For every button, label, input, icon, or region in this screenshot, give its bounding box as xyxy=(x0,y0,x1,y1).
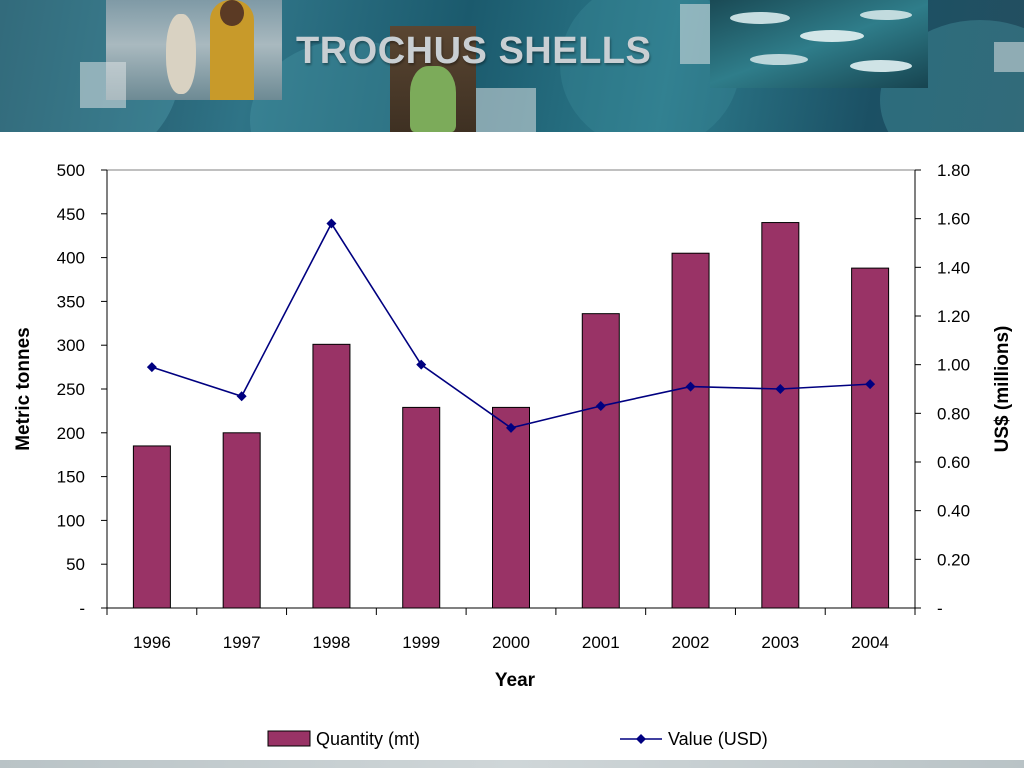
legend-swatch-quantity xyxy=(267,730,311,747)
value-point xyxy=(236,391,247,402)
y-tick-label: - xyxy=(79,599,85,618)
slide-title: TROCHUS SHELLS xyxy=(296,30,652,72)
y2-tick-label: 1.20 xyxy=(937,307,970,326)
y-tick-label: 200 xyxy=(57,424,85,443)
value-point xyxy=(595,401,606,412)
legend-label-value: Value (USD) xyxy=(668,729,768,749)
y2-tick-label: - xyxy=(937,599,943,618)
value-point xyxy=(146,362,157,373)
x-tick-label: 2001 xyxy=(582,633,620,652)
x-tick-label: 1999 xyxy=(402,633,440,652)
value-point xyxy=(685,381,696,392)
bar xyxy=(222,432,261,609)
y2-tick-label: 1.80 xyxy=(937,161,970,180)
legend-label-quantity: Quantity (mt) xyxy=(316,729,420,749)
bar xyxy=(132,445,171,609)
bar xyxy=(402,406,441,609)
bar xyxy=(671,252,710,609)
trochus-chart: - 50 100 150 200 250 300 350 400 450 500 - 0.20 0.40 0… xyxy=(13,161,1013,749)
value-point xyxy=(326,218,337,229)
x-tick-label: 1998 xyxy=(313,633,351,652)
y-tick-label: 100 xyxy=(57,511,85,530)
x-tick-label: 1996 xyxy=(133,633,171,652)
bar xyxy=(851,267,890,609)
y-tick-label: 50 xyxy=(66,555,85,574)
fish-school-photo xyxy=(710,0,928,88)
x-tick-label: 2003 xyxy=(761,633,799,652)
y-tick-label: 250 xyxy=(57,380,85,399)
value-point xyxy=(775,384,786,394)
x-tick-label: 1997 xyxy=(223,633,261,652)
y-tick-label: 150 xyxy=(57,468,85,487)
canoe-photo xyxy=(390,26,476,132)
bar xyxy=(761,222,800,609)
x-tick-label: 2004 xyxy=(851,633,889,652)
x-axis-title: Year xyxy=(495,670,536,691)
fisherman-photo xyxy=(106,0,282,100)
y-tick-label: 300 xyxy=(57,336,85,355)
y-tick-label: 400 xyxy=(57,249,85,268)
y2-tick-label: 0.40 xyxy=(937,502,970,521)
header-banner: TROCHUS SHELLS xyxy=(0,0,1024,132)
legend-marker-value xyxy=(636,734,646,744)
y-axis-title: Metric tonnes xyxy=(13,327,34,451)
footer-bar xyxy=(0,760,1024,768)
y2-tick-label: 0.80 xyxy=(937,404,970,423)
bar xyxy=(312,343,351,609)
bar xyxy=(581,313,620,609)
y2-tick-label: 0.60 xyxy=(937,453,970,472)
y2-tick-label: 0.20 xyxy=(937,550,970,569)
y2-tick-label: 1.40 xyxy=(937,258,970,277)
y2-tick-label: 1.60 xyxy=(937,210,970,229)
x-tick-label: 2002 xyxy=(672,633,710,652)
y2-tick-label: 1.00 xyxy=(937,356,970,375)
value-point xyxy=(506,422,516,433)
value-point xyxy=(416,359,427,370)
x-tick-label: 2000 xyxy=(492,633,530,652)
y-tick-label: 450 xyxy=(57,205,85,224)
bar xyxy=(492,406,530,609)
y2-axis-title: US$ (millions) xyxy=(992,326,1013,453)
y-tick-label: 350 xyxy=(57,292,85,311)
value-point xyxy=(865,379,876,390)
y-tick-label: 500 xyxy=(57,161,85,180)
